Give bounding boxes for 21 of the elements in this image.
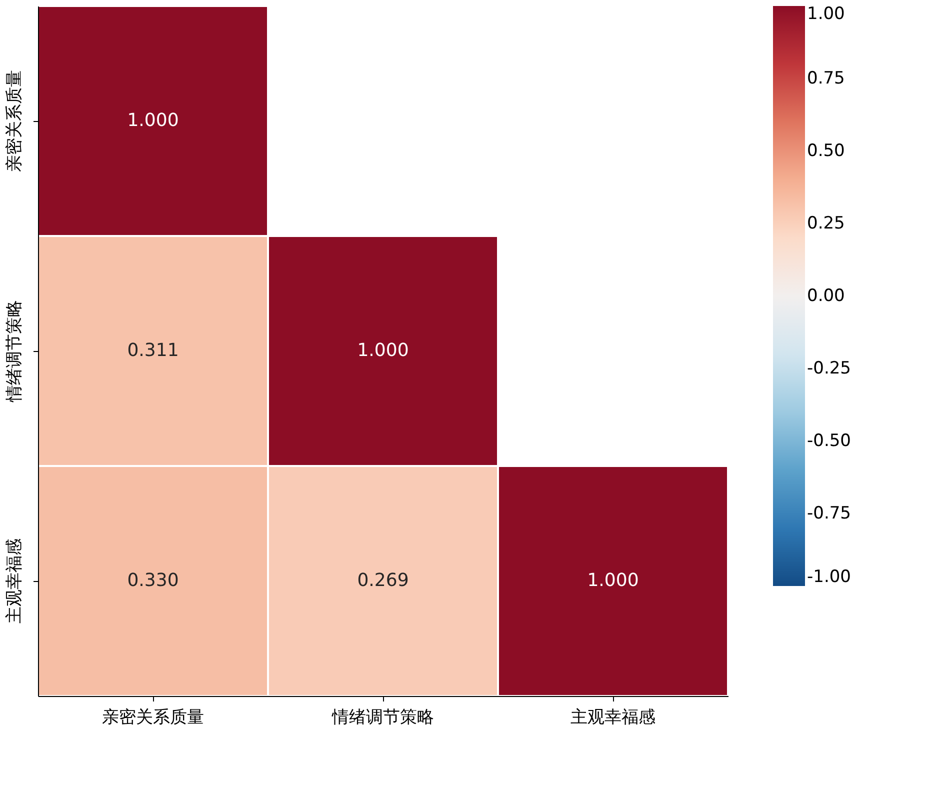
data-label: 0.269 <box>357 570 409 591</box>
data-label: 1.000 <box>127 110 179 131</box>
y-tick-label: 亲密关系质量 <box>4 70 24 172</box>
color-bar-label: 0.25 <box>807 214 845 234</box>
data-label: 0.330 <box>127 570 179 591</box>
data-label: 0.311 <box>127 340 179 361</box>
x-tick-label: 情绪调节策略 <box>331 708 434 728</box>
color-bar-label: -0.75 <box>807 504 851 524</box>
color-bar-label: -1.00 <box>807 567 851 587</box>
color-bar-label: -0.25 <box>807 358 851 378</box>
y-tick-label: 主观幸福感 <box>4 538 24 624</box>
color-bar-label: 0.75 <box>807 68 845 88</box>
color-bar-label: 1.00 <box>807 4 845 24</box>
color-bar-label: 0.50 <box>807 141 845 161</box>
x-tick-label: 主观幸福感 <box>570 708 656 728</box>
color-bar-label: -0.50 <box>807 431 851 451</box>
data-label: 1.000 <box>587 570 639 591</box>
color-bar-label: 0.00 <box>807 286 845 306</box>
data-label: 1.000 <box>357 340 409 361</box>
y-tick-label: 情绪调节策略 <box>4 300 24 403</box>
x-tick-label: 亲密关系质量 <box>102 708 204 728</box>
